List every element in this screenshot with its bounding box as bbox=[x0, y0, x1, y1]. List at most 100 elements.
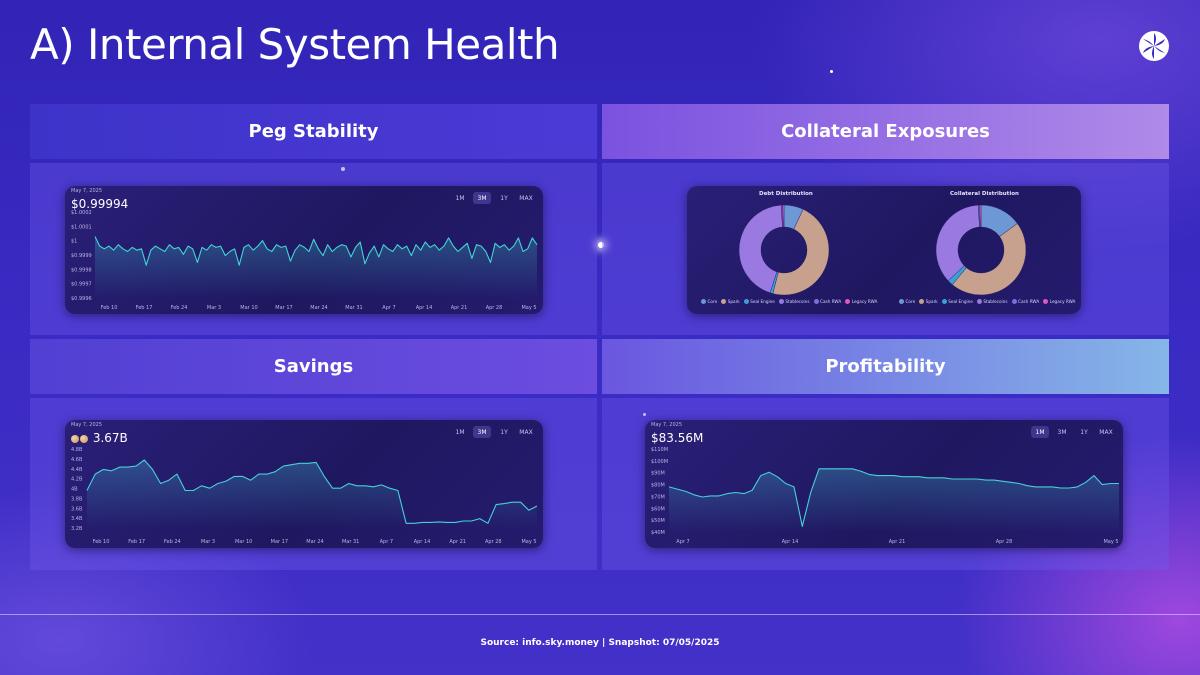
x-tick-label: Feb 24 bbox=[171, 305, 188, 311]
legend-item: Seal Engine bbox=[941, 299, 973, 304]
savings-line-chart: 4.8B 4.6B 4.4B 4.2B 4B 3.8B 3.6B 3.4B 3.2B Feb 10… bbox=[71, 447, 538, 545]
chart-current-value: $83.56M bbox=[651, 431, 704, 445]
y-tick-label: 4B bbox=[71, 487, 78, 493]
x-tick-label: Feb 10 bbox=[93, 539, 110, 545]
legend-item: Cash RWA bbox=[1011, 299, 1040, 304]
y-tick-label: $1.0001 bbox=[71, 224, 92, 230]
legend-label: Cash RWA bbox=[820, 299, 842, 304]
legend-item: Core bbox=[899, 299, 915, 304]
y-tick-label: $110M bbox=[651, 447, 668, 453]
x-tick-label: Feb 17 bbox=[128, 539, 145, 545]
x-tick-label: Apr 7 bbox=[676, 539, 689, 545]
legend-item: Cash RWA bbox=[813, 299, 842, 304]
x-tick-label: Mar 3 bbox=[207, 305, 221, 311]
range-tab-1m[interactable]: 1M bbox=[455, 428, 465, 436]
range-tab-1y[interactable]: 1Y bbox=[500, 194, 508, 202]
x-tick-label: Mar 10 bbox=[235, 539, 252, 545]
legend-label: Spark bbox=[925, 299, 938, 304]
panel-header-savings: Savings bbox=[30, 339, 597, 394]
y-tick-label: 3.2B bbox=[71, 526, 83, 532]
x-tick-label: Mar 10 bbox=[240, 305, 257, 311]
x-tick-label: Apr 14 bbox=[414, 539, 431, 545]
legend-swatch bbox=[778, 299, 784, 304]
legend-swatch bbox=[845, 299, 851, 304]
range-tabs: 1M 3M 1Y MAX bbox=[451, 426, 535, 438]
range-tab-3m[interactable]: 3M bbox=[473, 426, 491, 438]
y-tick-label: 4.4B bbox=[71, 467, 83, 473]
pie-slice-stablecoins bbox=[738, 204, 783, 294]
y-tick-label: $90M bbox=[651, 471, 665, 477]
x-tick-label: Mar 17 bbox=[271, 539, 288, 545]
panel-header-peg-stability: Peg Stability bbox=[30, 104, 597, 159]
legend-label: Seal Engine bbox=[948, 299, 973, 304]
range-tab-max[interactable]: MAX bbox=[1099, 428, 1113, 436]
savings-chart-card: May 7, 2025 3.67B 1M 3M 1Y MAX 4.8B 4.6B 4.4B… bbox=[65, 420, 543, 548]
range-tab-1m[interactable]: 1M bbox=[1031, 426, 1049, 438]
y-tick-label: 3.4B bbox=[71, 516, 83, 522]
peg-stability-chart-card: May 7, 2025 $0.99994 1M 3M 1Y MAX $1.0002 $1… bbox=[65, 186, 543, 314]
x-tick-label: May 5 bbox=[1103, 539, 1118, 545]
x-tick-label: Apr 14 bbox=[782, 539, 799, 545]
sparkle-decoration bbox=[643, 413, 646, 416]
chart-current-value: 3.67B bbox=[71, 431, 128, 445]
y-tick-label: 4.2B bbox=[71, 477, 83, 483]
y-tick-label: $1.0002 bbox=[71, 210, 92, 216]
range-tab-3m[interactable]: 3M bbox=[1057, 428, 1067, 436]
donut-legend-debt: Core Spark Seal Engine Stablecoins Cash RWA L… bbox=[701, 299, 877, 304]
range-tab-max[interactable]: MAX bbox=[519, 194, 533, 202]
y-tick-label: $70M bbox=[651, 494, 665, 500]
series-area bbox=[95, 236, 537, 298]
page-title: A) Internal System Health bbox=[30, 20, 560, 69]
legend-label: Legacy RWA bbox=[851, 299, 878, 304]
x-tick-label: Mar 31 bbox=[345, 305, 362, 311]
profitability-line-chart: $110M $100M $90M $80M $70M $60M $50M $40M Apr 7 A… bbox=[651, 447, 1120, 545]
range-tab-1y[interactable]: 1Y bbox=[1080, 428, 1088, 436]
pie-slice-spark bbox=[952, 223, 1027, 296]
legend-item: Legacy RWA bbox=[1043, 299, 1075, 304]
x-tick-label: Mar 24 bbox=[306, 539, 323, 545]
range-tabs: 1M 3M 1Y MAX bbox=[451, 192, 535, 204]
legend-label: Legacy RWA bbox=[1049, 299, 1076, 304]
x-tick-label: May 5 bbox=[521, 539, 536, 545]
series-area bbox=[87, 460, 537, 528]
collateral-donut-charts bbox=[738, 204, 1027, 296]
profitability-chart-card: May 7, 2025 $83.56M 1M 3M 1Y MAX $110M $100M… bbox=[645, 420, 1123, 548]
legend-swatch bbox=[701, 299, 706, 304]
donut-legend-collateral: Core Spark Seal Engine Stablecoins Cash RWA L… bbox=[899, 299, 1075, 304]
chart-date: May 7, 2025 bbox=[71, 422, 103, 428]
x-tick-label: Mar 24 bbox=[310, 305, 327, 311]
legend-label: Stablecoins bbox=[785, 299, 810, 304]
legend-item: Stablecoins bbox=[976, 299, 1008, 304]
legend-swatch bbox=[976, 299, 982, 304]
footer-divider bbox=[0, 614, 1200, 615]
range-tab-1y[interactable]: 1Y bbox=[500, 428, 508, 436]
range-tab-3m[interactable]: 3M bbox=[473, 192, 491, 204]
pie-slice-legacy-rwa bbox=[979, 204, 982, 228]
legend-label: Cash RWA bbox=[1018, 299, 1040, 304]
range-tab-max[interactable]: MAX bbox=[519, 428, 533, 436]
legend-swatch bbox=[813, 299, 819, 304]
x-tick-label: Apr 28 bbox=[485, 539, 502, 545]
y-tick-label: $60M bbox=[651, 506, 665, 512]
y-tick-label: 3.8B bbox=[71, 496, 83, 502]
peg-line-chart: $1.0002 $1.0001 $1 $0.9999 $0.9998 $0.9997 $0.… bbox=[71, 210, 538, 311]
panel-header-profitability: Profitability bbox=[602, 339, 1169, 394]
legend-swatch bbox=[899, 299, 904, 304]
y-tick-label: $0.9998 bbox=[71, 267, 92, 273]
range-tab-1m[interactable]: 1M bbox=[455, 194, 465, 202]
legend-swatch bbox=[743, 299, 749, 304]
legend-swatch bbox=[1011, 299, 1017, 304]
y-tick-label: $40M bbox=[651, 530, 665, 536]
legend-label: Spark bbox=[727, 299, 740, 304]
x-tick-label: Mar 31 bbox=[342, 539, 359, 545]
x-tick-label: Apr 21 bbox=[449, 539, 466, 545]
legend-item: Seal Engine bbox=[743, 299, 775, 304]
range-tabs: 1M 3M 1Y MAX bbox=[1031, 426, 1115, 438]
chart-date: May 7, 2025 bbox=[651, 422, 683, 428]
pie-slice-spark bbox=[772, 209, 830, 296]
y-tick-label: $0.9997 bbox=[71, 282, 92, 288]
legend-swatch bbox=[721, 299, 727, 304]
y-tick-label: 4.8B bbox=[71, 447, 83, 453]
sparkle-decoration bbox=[598, 242, 604, 248]
x-tick-label: Apr 7 bbox=[380, 539, 393, 545]
